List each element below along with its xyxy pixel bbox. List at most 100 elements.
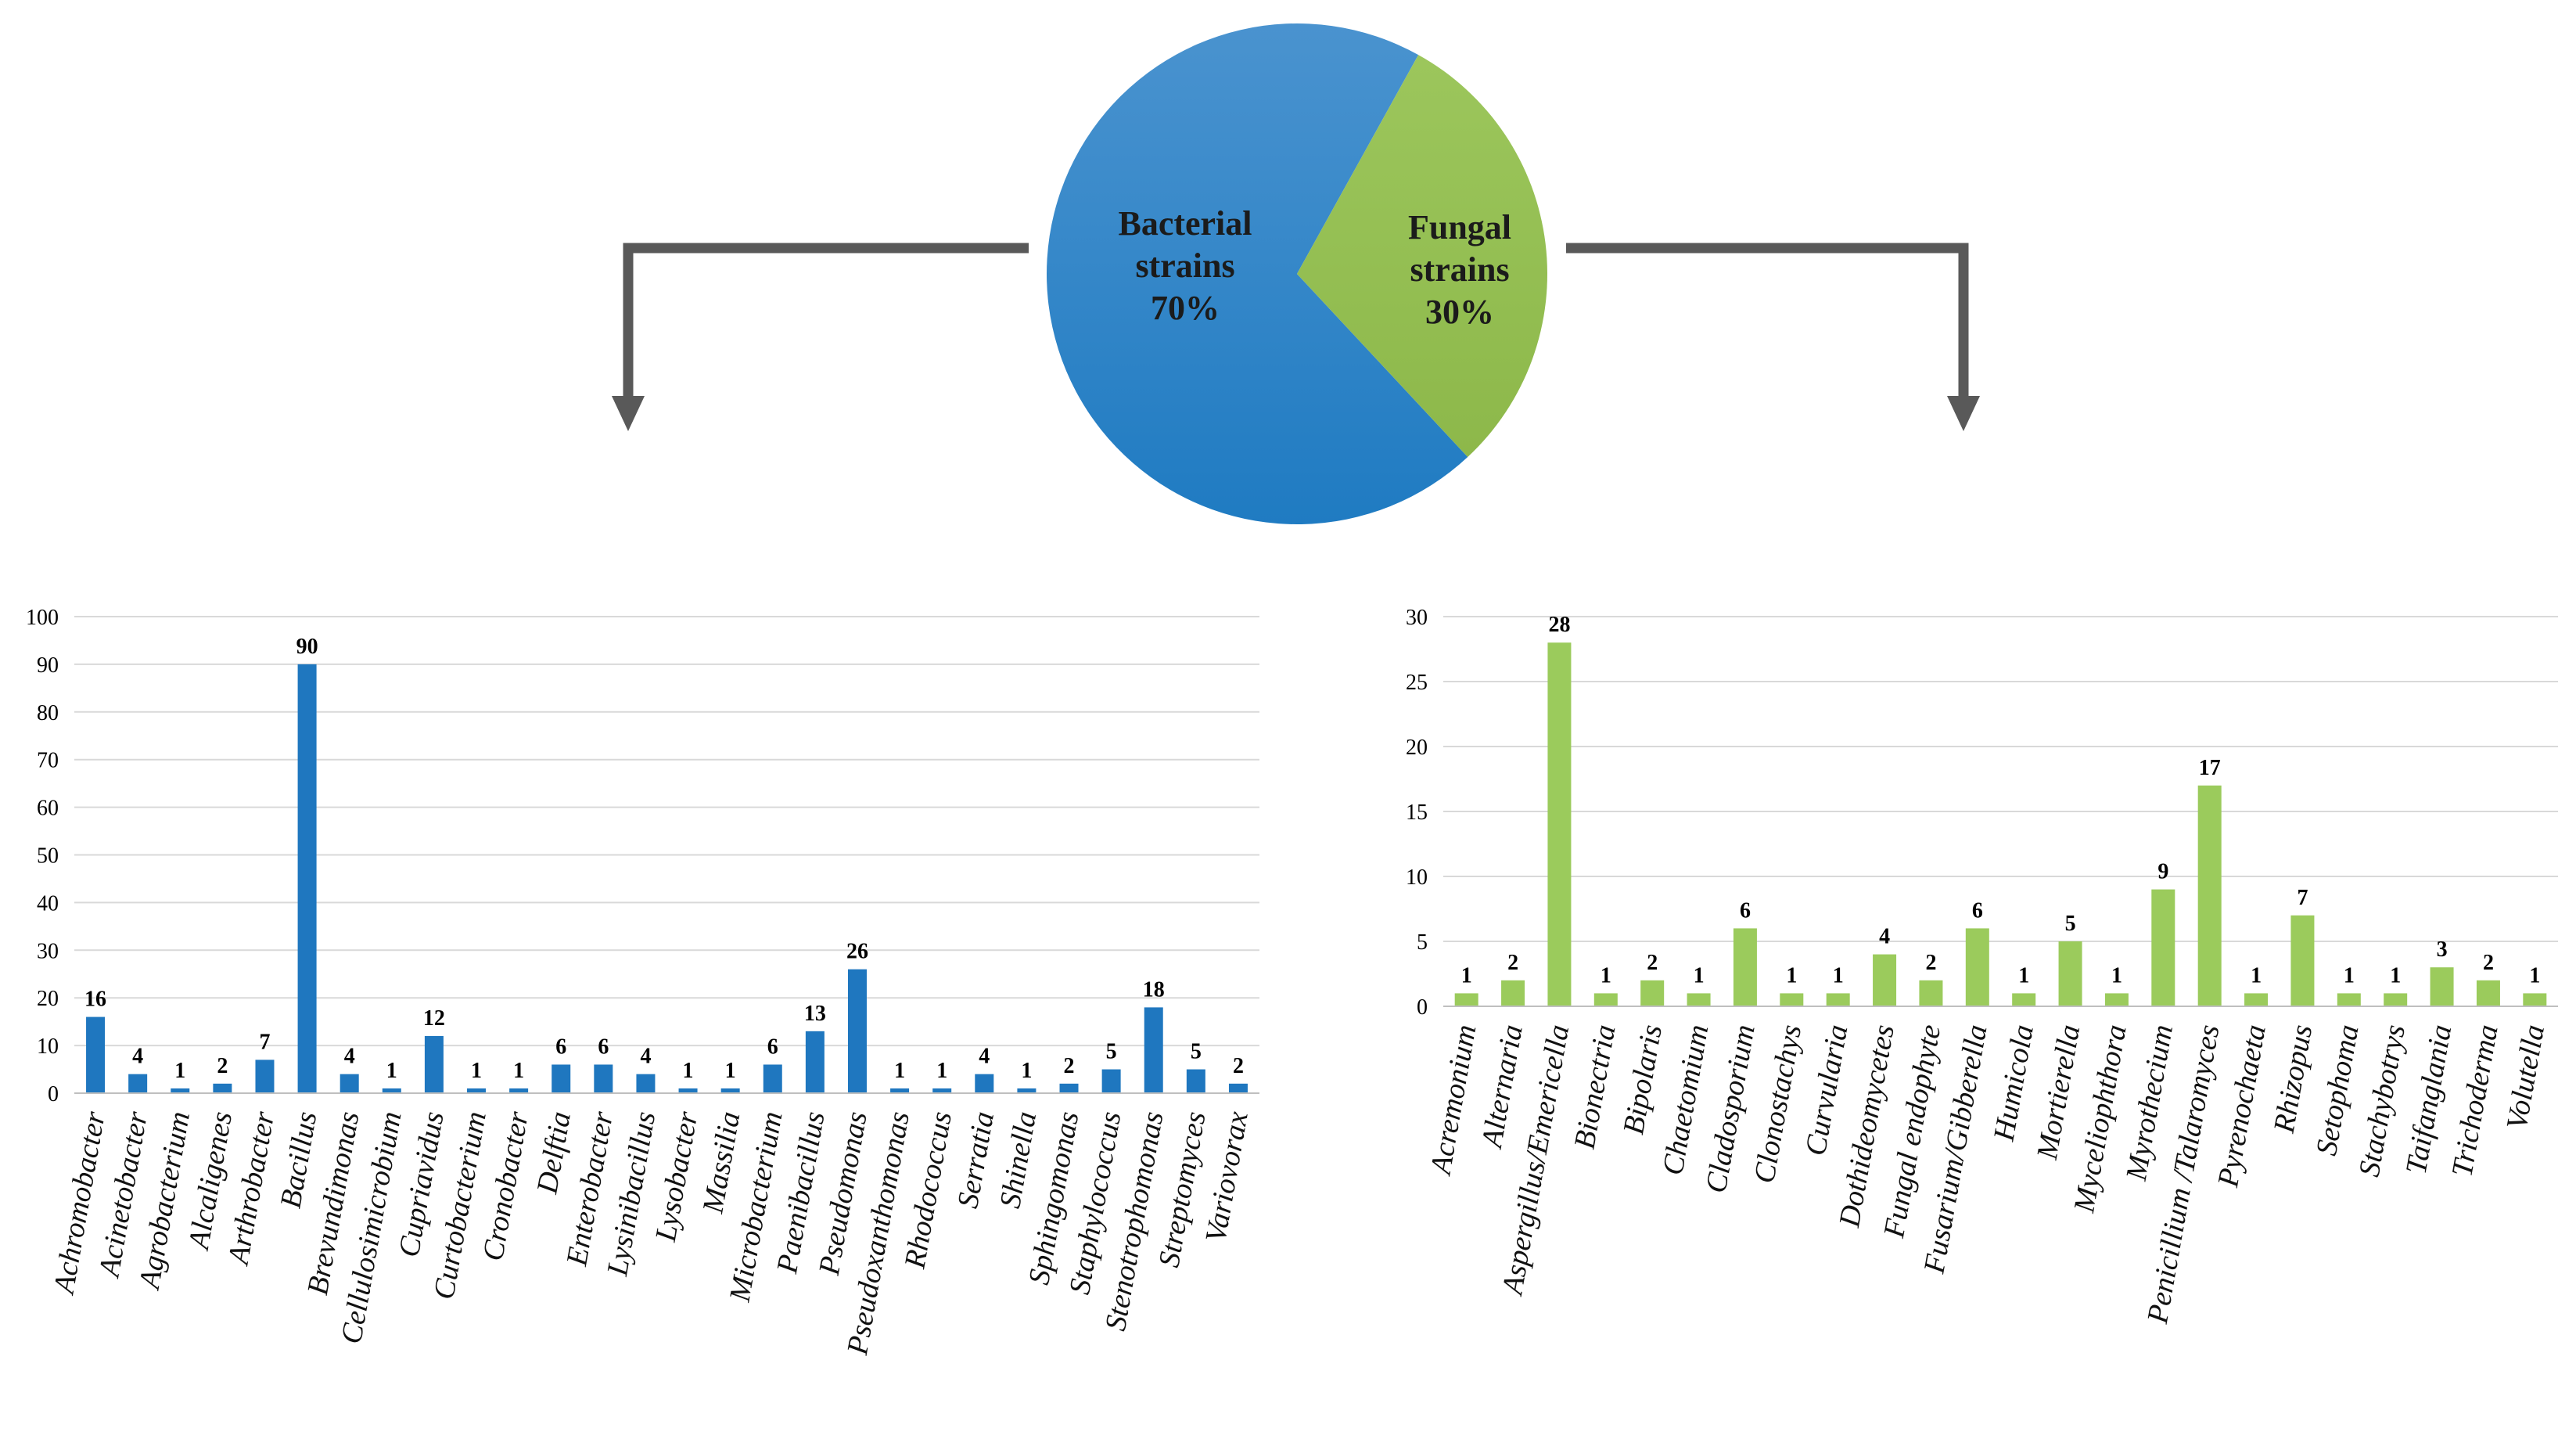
arrows (612, 243, 1980, 431)
bacteria-bar (1144, 1007, 1163, 1093)
fungi-bar (2384, 993, 2408, 1006)
bacteria-data-label: 4 (640, 1045, 651, 1069)
fungi-data-label: 1 (1694, 963, 1705, 988)
bacteria-bar (847, 969, 867, 1093)
bacteria-bar (255, 1060, 275, 1093)
bacteria-data-label: 26 (846, 940, 868, 964)
bacteria-y-tick-label: 60 (37, 797, 59, 821)
pie-label-line: strains (1410, 250, 1509, 289)
fungi-bar (1547, 642, 1572, 1006)
fungi-data-label: 1 (2111, 963, 2122, 988)
bacteria-data-label: 18 (1143, 977, 1165, 1002)
bacteria-y-tick-label: 90 (37, 653, 59, 678)
fungi-y-tick-label: 10 (1406, 865, 1428, 890)
fungi-data-label: 1 (1833, 963, 1844, 988)
pie-label-line: strains (1135, 246, 1234, 285)
bacteria-bar (1017, 1088, 1037, 1093)
fungi-bar (1780, 993, 1804, 1006)
fungi-data-label: 2 (1647, 951, 1658, 975)
bacteria-bar (509, 1088, 529, 1093)
pie-slice-bacterial (1047, 23, 1468, 525)
fungi-category-label: Humicola (1987, 1022, 2040, 1144)
fungi-bar-chart: 0510152025301Acremonium2Alternaria28Aspe… (1406, 606, 2558, 1326)
fungi-bar (2523, 993, 2547, 1006)
fungi-bar (2337, 993, 2361, 1006)
fungi-bar (1593, 993, 1618, 1006)
fungi-bar (1501, 980, 1525, 1006)
bacteria-y-tick-label: 80 (37, 701, 59, 725)
bacteria-data-label: 5 (1106, 1040, 1117, 1064)
bacteria-data-label: 1 (725, 1059, 736, 1083)
bacteria-category-label: Delftia (530, 1109, 577, 1196)
fungi-data-label: 7 (2297, 886, 2308, 910)
bacteria-data-label: 16 (84, 988, 106, 1012)
bacteria-data-label: 5 (1191, 1040, 1202, 1064)
fungi-data-label: 2 (2483, 951, 2494, 975)
fungi-bar (1826, 993, 1850, 1006)
fungi-bar (2430, 967, 2454, 1006)
arrow-to-bacteria (623, 243, 1029, 398)
fungi-data-label: 6 (1972, 898, 1983, 923)
pie-label-line: Fungal (1408, 208, 1511, 246)
fungi-data-label: 5 (2065, 912, 2076, 936)
arrow-head-bacteria (612, 396, 645, 431)
fungi-category-label: Rhizopus (2268, 1022, 2319, 1136)
fungi-data-label: 1 (2344, 963, 2355, 988)
bacteria-bar (424, 1035, 444, 1093)
bacteria-data-label: 6 (767, 1034, 778, 1059)
fungi-bar (2244, 993, 2269, 1006)
arrow-to-fungi (1566, 243, 1969, 398)
fungi-data-label: 3 (2437, 937, 2448, 962)
fungi-bar (2058, 941, 2082, 1006)
bacteria-bar (678, 1088, 698, 1093)
fungi-bar (2104, 993, 2129, 1006)
bacteria-data-label: 2 (217, 1054, 228, 1078)
fungi-data-label: 4 (1879, 925, 1890, 949)
bacteria-data-label: 6 (598, 1034, 609, 1059)
bacteria-bar (213, 1083, 232, 1093)
fungi-category-label: Alternaria (1475, 1022, 1529, 1152)
bacteria-bar (890, 1088, 910, 1093)
bacteria-bar (594, 1064, 613, 1093)
bacteria-bar (551, 1064, 571, 1093)
bacteria-bar (1101, 1069, 1121, 1093)
fungi-category-label: Bipolaris (1617, 1022, 1669, 1137)
bacteria-data-label: 2 (1233, 1054, 1244, 1078)
bacteria-y-tick-label: 20 (37, 987, 59, 1011)
bacteria-bar (932, 1088, 952, 1093)
fungi-data-label: 1 (2018, 963, 2029, 988)
bacteria-bar (805, 1031, 825, 1093)
fungi-data-label: 17 (2199, 756, 2221, 780)
pie-slice-fungal (1297, 55, 1547, 458)
bacteria-y-tick-label: 30 (37, 939, 59, 963)
bacteria-bar (720, 1088, 740, 1093)
fungi-data-label: 6 (1740, 898, 1751, 923)
fungi-data-label: 2 (1507, 951, 1518, 975)
bacteria-bar (1059, 1083, 1079, 1093)
bacteria-data-label: 1 (936, 1059, 947, 1083)
bacteria-data-label: 4 (132, 1045, 143, 1069)
bacteria-data-label: 1 (894, 1059, 905, 1083)
bacteria-bar (382, 1088, 401, 1093)
fungi-category-label: Mortierella (2031, 1022, 2087, 1162)
bacteria-bar (171, 1088, 190, 1093)
bacteria-y-tick-label: 10 (37, 1034, 59, 1059)
bacteria-data-label: 2 (1064, 1054, 1075, 1078)
bacteria-bar (975, 1074, 994, 1093)
bacteria-data-label: 1 (683, 1059, 694, 1083)
fungi-y-tick-label: 25 (1406, 671, 1428, 695)
bacteria-bar (763, 1064, 782, 1093)
bacteria-data-label: 1 (174, 1059, 185, 1083)
bacteria-data-label: 6 (555, 1034, 566, 1059)
fungi-data-label: 1 (1601, 963, 1611, 988)
fungi-data-label: 1 (2529, 963, 2540, 988)
pie-label-bacterial: Bacterial strains 70% (1118, 204, 1252, 327)
bacteria-data-label: 12 (423, 1006, 445, 1031)
bacteria-bar (1186, 1069, 1205, 1093)
bacteria-bar (1228, 1083, 1248, 1093)
fungi-data-label: 1 (2390, 963, 2401, 988)
fungi-bar (1687, 993, 1711, 1006)
fungi-bar (2290, 915, 2315, 1006)
pie-label-line: 30% (1425, 293, 1494, 331)
fungi-data-label: 9 (2157, 860, 2168, 884)
